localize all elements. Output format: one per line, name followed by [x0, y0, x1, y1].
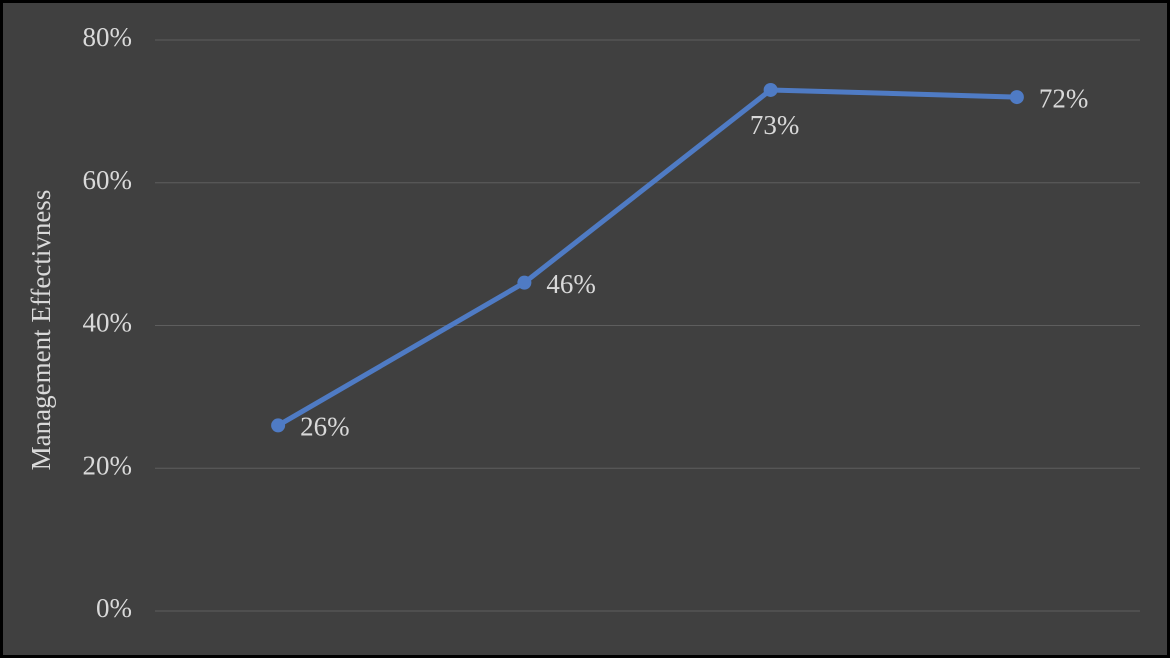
y-tick-label: 0%: [96, 593, 132, 623]
y-tick-label: 20%: [83, 450, 133, 480]
point: [763, 82, 778, 97]
y-tick-label: 60%: [83, 165, 133, 195]
data-label: 73%: [750, 110, 800, 140]
y-tick-label: 40%: [83, 308, 133, 338]
data-label: 26%: [300, 412, 350, 442]
line: [276, 87, 1017, 428]
data-label: 46%: [546, 269, 596, 299]
y-axis-label: Management Effectivness: [26, 190, 56, 471]
y-tick-label: 80%: [83, 22, 133, 52]
point: [517, 275, 532, 290]
point: [1009, 90, 1024, 105]
data-label: 72%: [1039, 83, 1089, 113]
point: [271, 418, 286, 433]
